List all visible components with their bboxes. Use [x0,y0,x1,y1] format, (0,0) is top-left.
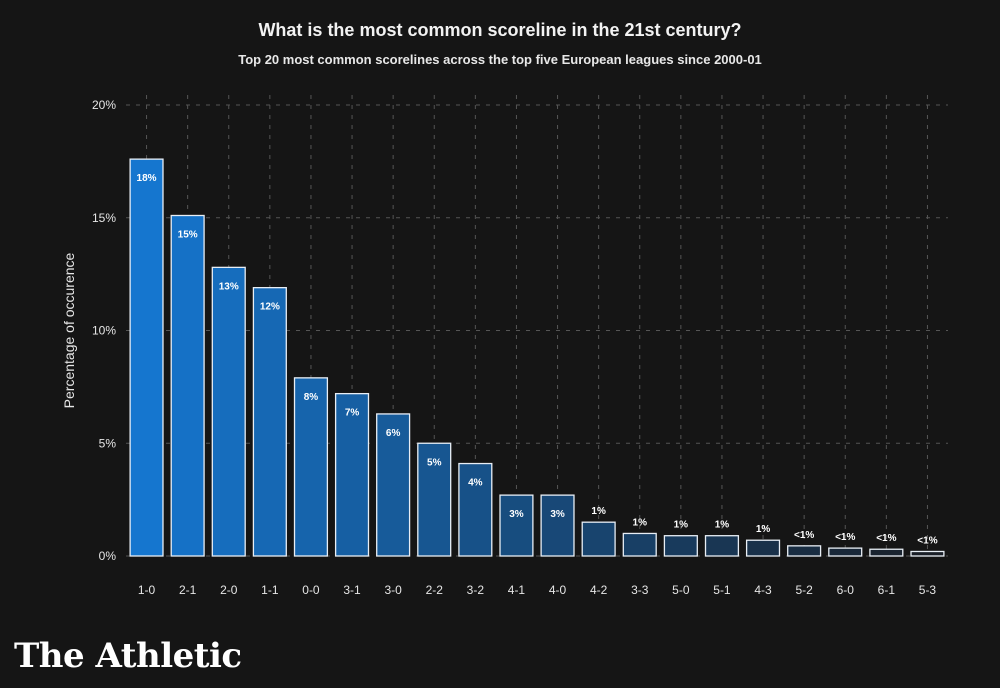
x-tick-label: 0-0 [302,583,320,597]
x-tick-label: 5-1 [713,583,731,597]
bar [458,462,493,557]
axes: 0% 5% 10% 15% 20% 1-0 2-1 2-0 1-1 0-0 3-1 3-0 2-2 3-2… [61,98,936,597]
bar [622,532,657,557]
bars [129,158,945,557]
y-tick-label: 0% [99,549,117,563]
bar [540,494,575,557]
data-labels: 18% 15% 13% 12% 8% 7% 6% 5% 4% 3% 3% 1% 1% 1% 1% 1% <1% <… [137,173,938,546]
x-tick-label: 3-2 [467,583,485,597]
y-tick-label: 10% [92,324,116,338]
bar [787,545,822,557]
data-label: 13% [219,281,239,292]
x-tick-label: 4-2 [590,583,608,597]
x-tick-label: 2-1 [179,583,197,597]
x-tick-label: 6-1 [878,583,896,597]
bar [704,535,740,557]
x-tick-label: 2-2 [426,583,444,597]
data-label: 5% [427,457,442,468]
x-tick-label: 5-2 [795,583,813,597]
y-axis-label: Percentage of occurence [61,252,77,408]
bar [663,535,698,557]
x-tick-label: 6-0 [837,583,855,597]
bar [211,266,246,557]
bar [376,413,411,557]
x-tick-label: 4-3 [754,583,772,597]
data-label: 1% [674,520,689,531]
x-tick-label: 3-1 [343,583,361,597]
bar [252,287,287,557]
bar [129,158,164,557]
bar [910,550,945,557]
data-label: 1% [715,520,730,531]
bar [170,214,205,557]
x-tick-label: 2-0 [220,583,238,597]
data-label: 1% [756,524,771,535]
x-tick-label: 4-1 [508,583,526,597]
data-label: <1% [876,533,896,544]
data-label: 15% [178,229,198,240]
bar [745,539,781,557]
data-label: 18% [137,173,157,184]
data-label: 6% [386,428,401,439]
y-tick-label: 5% [99,436,117,450]
x-tick-label: 3-3 [631,583,649,597]
the-athletic-logo: The Athletic [14,636,242,676]
data-label: <1% [917,535,937,546]
x-tick-label: 4-0 [549,583,567,597]
data-label: <1% [794,530,814,541]
y-tick-label: 20% [92,98,116,112]
bar [334,392,370,557]
data-label: 3% [550,509,565,520]
bar [499,494,534,557]
data-label: 12% [260,302,280,313]
data-label: 7% [345,408,360,419]
chart-title: What is the most common scoreline in the… [258,20,742,40]
x-tick-label: 1-1 [261,583,279,597]
bar [869,548,904,557]
x-tick-label: 5-3 [919,583,937,597]
data-label: 1% [633,517,648,528]
bar [581,521,616,557]
x-tick-label: 3-0 [384,583,402,597]
chart-subtitle: Top 20 most common scorelines across the… [238,52,762,67]
bar [293,377,329,557]
data-label: 8% [304,392,319,403]
bar [417,442,452,557]
data-label: 4% [468,478,483,489]
x-tick-label: 5-0 [672,583,690,597]
x-tick-label: 1-0 [138,583,156,597]
data-label: 3% [509,509,524,520]
bar [828,547,863,557]
grid-lines [126,95,948,557]
y-tick-label: 15% [92,211,116,225]
data-label: <1% [835,532,855,543]
data-label: 1% [591,506,606,517]
